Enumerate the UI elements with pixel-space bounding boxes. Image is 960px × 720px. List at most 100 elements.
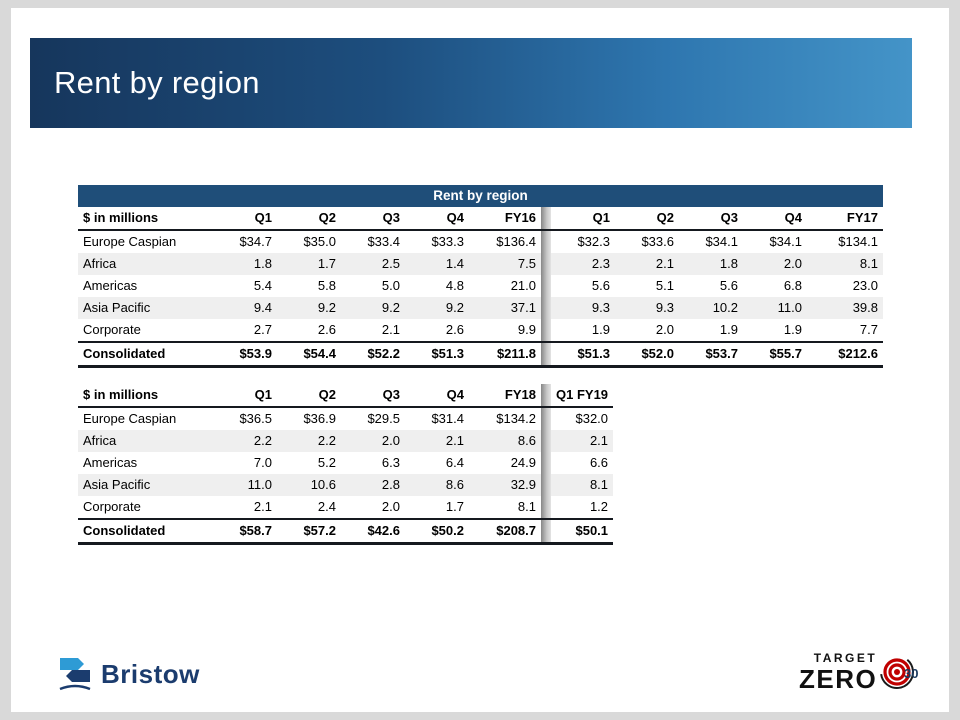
table-row: Consolidated $58.7 $57.2 $42.6 $50.2 $208.7 $5… <box>78 518 614 545</box>
table-cell: 11.0 <box>743 297 807 319</box>
column-header: Q4 <box>405 384 469 408</box>
table-cell: $34.7 <box>239 234 272 249</box>
table-cell: 2.0 <box>743 253 807 275</box>
fiscal-year-divider <box>541 297 551 319</box>
table-cell: $53.9 <box>213 341 277 368</box>
table-cell: 10.6 <box>277 474 341 496</box>
table-cell: 2.6 <box>445 322 464 337</box>
table-cell: 2.1 <box>405 430 469 452</box>
table-row: Asia Pacific 9.4 9.2 9.2 9.2 37.1 9.3 9.3 10.2 11… <box>78 297 883 319</box>
column-header: Q3 <box>341 207 405 231</box>
table-cell: $54.4 <box>277 341 341 368</box>
table-cell: 5.8 <box>317 278 336 293</box>
target-zero-logo: TARGET ZERO <box>799 652 915 692</box>
table-cell: $55.7 <box>743 341 807 368</box>
table-cell: 9.2 <box>341 297 405 319</box>
row-label: Europe Caspian <box>83 234 177 249</box>
table-cell: 37.1 <box>469 297 541 319</box>
table-cell: 5.4 <box>253 278 272 293</box>
table-cell: 2.0 <box>341 430 405 452</box>
table-cell: 1.8 <box>679 253 743 275</box>
table-cell: 2.2 <box>277 430 341 452</box>
table-cell: 9.3 <box>615 297 679 319</box>
table-cell: 21.0 <box>510 278 536 293</box>
table-cell: 5.6 <box>591 278 610 293</box>
table-cell: $136.4 <box>496 234 536 249</box>
slide-title-bar: Rent by region <box>30 38 912 128</box>
fiscal-year-divider <box>541 319 551 342</box>
table-cell: $50.1 <box>551 518 614 545</box>
table-cell: 2.0 <box>655 322 674 337</box>
target-zero-line2: ZERO <box>799 664 878 694</box>
table-cell: 8.1 <box>551 474 614 496</box>
table-cell: $52.2 <box>341 341 405 368</box>
table-cell: 2.1 <box>253 499 272 514</box>
table-cell: 6.3 <box>381 455 400 470</box>
table-row: Consolidated $53.9 $54.4 $52.2 $51.3 $211.8 $5… <box>78 341 883 368</box>
table-cell: $35.0 <box>303 234 336 249</box>
target-zero-line1: TARGET <box>813 651 878 665</box>
row-label: Africa <box>78 430 213 452</box>
column-header: Q3 <box>341 384 405 408</box>
table-cell: 2.0 <box>381 499 400 514</box>
table-cell: $32.3 <box>577 234 610 249</box>
column-header: Q4 <box>743 207 807 231</box>
table-cell: 9.4 <box>213 297 277 319</box>
table-cell: $34.1 <box>705 234 738 249</box>
table-cell: 1.9 <box>783 322 802 337</box>
table-cell: 24.9 <box>510 455 536 470</box>
table-cell: 2.7 <box>253 322 272 337</box>
table-cell: 4.8 <box>445 278 464 293</box>
table-cell: 2.1 <box>615 253 679 275</box>
table-cell: 2.5 <box>341 253 405 275</box>
table-row: Europe Caspian $36.5 $36.9 $29.5 $31.4 $134.2… <box>78 407 613 430</box>
corner-label: $ in millions <box>78 384 213 408</box>
table-cell: $36.9 <box>303 411 336 426</box>
table-cell: 9.9 <box>517 322 536 337</box>
table-cell: 6.4 <box>445 455 464 470</box>
fiscal-year-divider <box>541 253 551 275</box>
column-header: FY16 <box>469 207 541 231</box>
target-zero-wordmark: TARGET ZERO <box>799 652 877 692</box>
table-cell: $32.0 <box>575 411 609 426</box>
table-cell: $51.3 <box>405 341 469 368</box>
table-cell: 5.0 <box>381 278 400 293</box>
rent-table-fy16-fy17: Rent by region $ in millions Q1 Q2 Q3 Q4 FY16 Q… <box>78 185 883 368</box>
table-cell: $53.7 <box>679 341 743 368</box>
table-row: Americas 5.4 5.8 5.0 4.8 21.0 5.6 5.1 5.6 6.8 23.0 <box>78 275 883 297</box>
table-cell: 2.1 <box>551 430 614 452</box>
table-cell: $42.6 <box>341 518 405 545</box>
table-cell: 1.4 <box>405 253 469 275</box>
row-label: Europe Caspian <box>83 411 177 426</box>
table-cell: 1.9 <box>591 322 610 337</box>
row-label: Americas <box>83 455 138 470</box>
column-header: FY18 <box>469 384 541 408</box>
row-label: Consolidated <box>78 518 213 545</box>
row-label: Corporate <box>83 322 141 337</box>
table-cell: 8.6 <box>405 474 469 496</box>
bristow-logo: Bristow <box>57 653 200 695</box>
table-row: Corporate 2.1 2.4 2.0 1.7 8.1 1.2 <box>78 496 613 519</box>
table-cell: $58.7 <box>213 518 277 545</box>
table-cell: $29.5 <box>367 411 400 426</box>
table-cell: $34.1 <box>769 234 802 249</box>
page-number: 30 <box>904 666 919 681</box>
table-cell: 5.1 <box>655 278 674 293</box>
table-cell: 9.2 <box>277 297 341 319</box>
table-cell: 32.9 <box>469 474 541 496</box>
bristow-logo-icon <box>59 658 91 691</box>
table-cell: 5.6 <box>719 278 738 293</box>
fiscal-year-divider <box>541 452 551 474</box>
fiscal-year-divider <box>541 275 551 297</box>
table-cell: 2.1 <box>381 322 400 337</box>
table-cell: 6.8 <box>783 278 802 293</box>
table-cell: $212.6 <box>807 341 883 368</box>
column-header: FY17 <box>807 207 883 231</box>
table-cell: $33.3 <box>431 234 464 249</box>
fiscal-year-divider <box>541 407 551 430</box>
table-cell: 2.4 <box>317 499 336 514</box>
table-cell: $50.2 <box>405 518 469 545</box>
table-cell: $33.4 <box>367 234 400 249</box>
table-cell: 23.0 <box>852 278 878 293</box>
